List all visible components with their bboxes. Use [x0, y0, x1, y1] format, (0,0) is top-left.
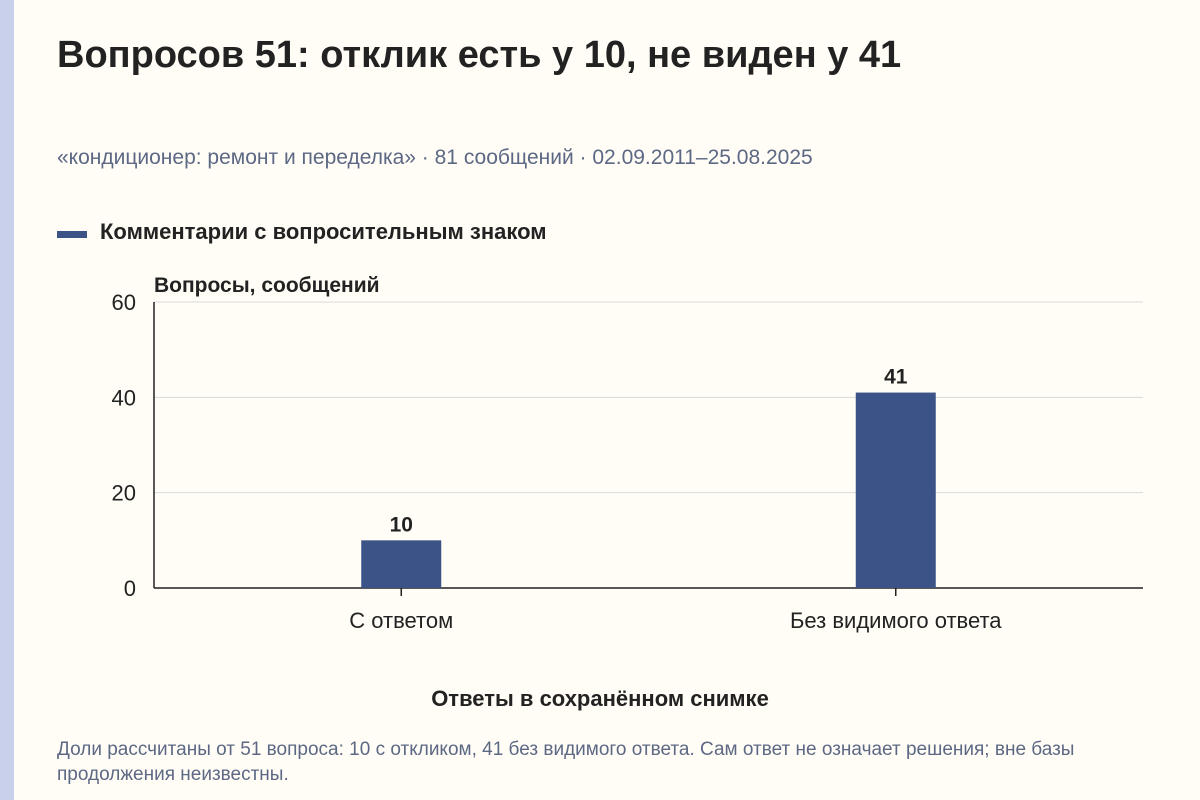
data-label: 10 [390, 513, 413, 536]
chart-subtitle: «кондиционер: ремонт и переделка» · 81 с… [57, 146, 813, 169]
bar-chart: 0 20 40 60 Вопросы, сообщений 10 С ответом 41 Бе… [112, 274, 1143, 633]
bar-1 [361, 540, 442, 588]
y-tick-label: 0 [124, 576, 136, 601]
data-label: 41 [884, 366, 908, 389]
x-axis-label: Ответы в сохранённом снимке [431, 686, 769, 711]
y-axis-label: Вопросы, сообщений [154, 274, 380, 297]
y-tick-label: 20 [112, 481, 136, 506]
y-tick-label: 60 [112, 290, 136, 315]
legend: Комментарии с вопросительным знаком [57, 219, 547, 245]
legend-label: Комментарии с вопросительным знаком [100, 219, 547, 244]
footnote: Доли рассчитаны от 51 вопроса: 10 с откл… [57, 739, 1075, 785]
legend-swatch [57, 230, 87, 238]
y-tick-label: 40 [112, 385, 136, 410]
chart-title: Вопросов 51: отклик есть у 10, не виден … [57, 34, 902, 76]
x-tick-label: С ответом [349, 608, 453, 633]
bar-2 [855, 392, 936, 588]
x-tick-label: Без видимого ответа [790, 608, 1002, 633]
accent-strip [0, 0, 14, 800]
